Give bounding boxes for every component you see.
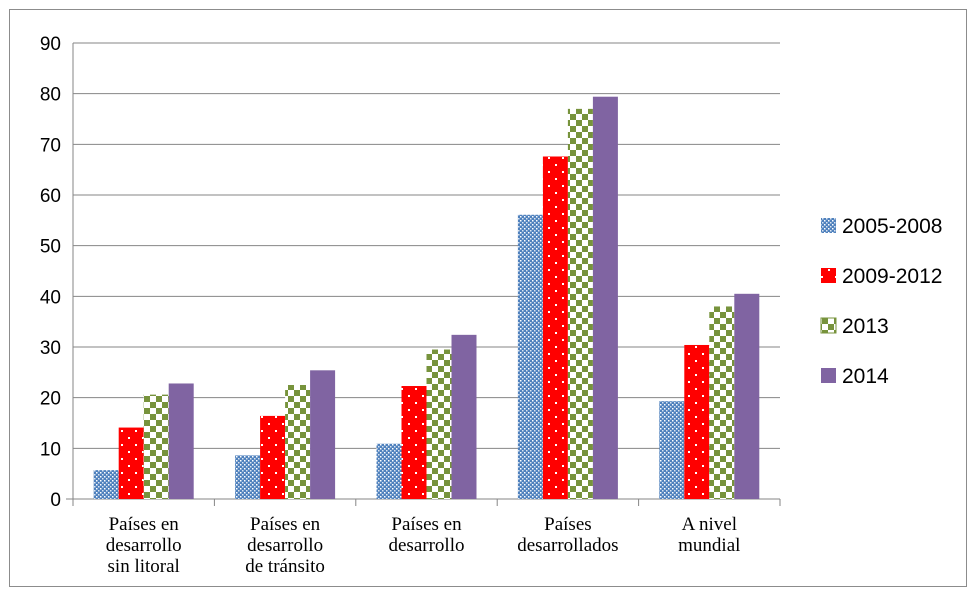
y-tick-label: 40 [40,287,61,308]
bar [260,415,286,499]
bar [118,427,144,499]
bar [709,306,735,499]
x-tick-label: de tránsito [245,556,325,577]
bar [542,156,568,499]
bar [517,214,543,499]
x-tick-label: Países en [391,514,462,535]
bar [168,383,194,499]
legend-label: 2005-2008 [842,215,942,238]
y-tick-label: 60 [40,186,61,207]
bar [567,108,593,499]
bar [93,470,119,499]
bars [93,96,760,499]
bar [285,385,311,499]
bar [451,334,477,499]
x-tick-label: A nivel [682,514,737,535]
x-tick-label: desarrollo [106,535,182,556]
legend-label: 2009-2012 [842,265,942,288]
legend-swatch [821,268,836,283]
x-tick-label: sin litoral [108,556,180,577]
bar [401,386,427,499]
y-tick-label: 70 [40,135,61,156]
y-tick-label: 80 [40,85,61,106]
y-tick-label: 50 [40,237,61,258]
x-tick-label: Países en [250,514,321,535]
x-tick-label: Países en [109,514,180,535]
bar [376,443,402,499]
bar [235,455,261,499]
y-tick-label: 10 [40,439,61,460]
legend-label: 2013 [842,315,889,338]
y-tick-label: 30 [40,338,61,359]
bar [684,344,710,499]
y-tick-labels: 0 10 20 30 40 50 60 70 80 90 [40,34,61,511]
bar [734,293,760,499]
x-tick-label: mundial [678,535,740,556]
bar [592,96,618,499]
x-tick-label: desarrollo [389,535,465,556]
bar [426,349,452,499]
y-tick-label: 90 [40,34,61,55]
legend-label: 2014 [842,365,889,388]
x-tick-label: Países [544,514,592,535]
legend: 2005-2008 2009-2012 2013 2014 [820,215,942,388]
x-tick-label: desarrollo [247,535,323,556]
y-tick-label: 20 [40,389,61,410]
x-tick-label: desarrollados [517,535,618,556]
bar [143,394,169,499]
legend-swatch [820,317,837,334]
y-tick-label: 0 [50,490,61,511]
bar [310,370,336,499]
bar [659,401,685,499]
legend-swatch [821,368,836,383]
legend-swatch [821,218,836,233]
